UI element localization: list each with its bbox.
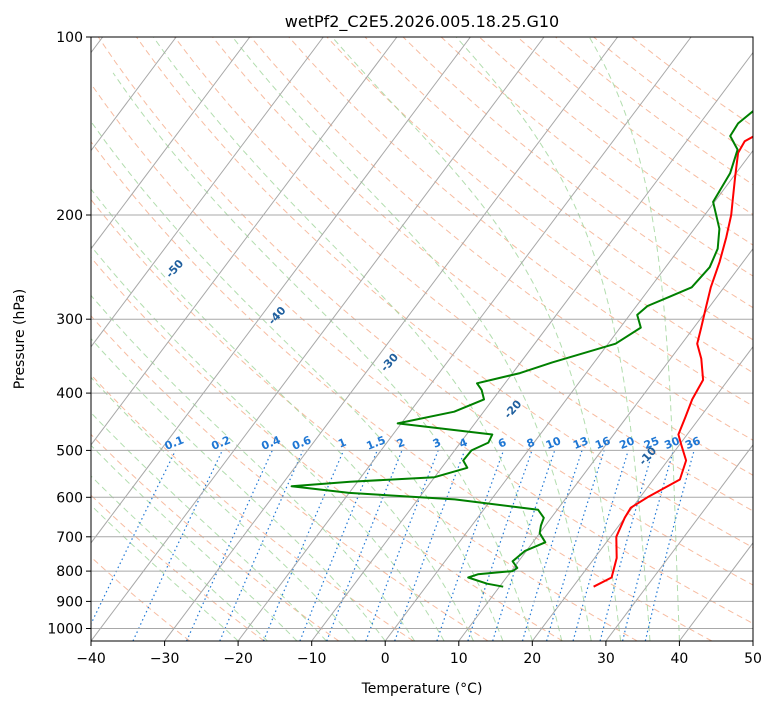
mixing-ratio-label: 16 [593, 434, 612, 452]
mixing-ratio-line [572, 450, 629, 641]
mixing-ratio-label: 10 [544, 434, 563, 452]
mixing-ratio-label: 25 [642, 434, 661, 452]
x-axis: −40 −30 −20 −10 0 10 20 30 40 50 [76, 641, 762, 667]
mixing-ratio-label: 36 [683, 434, 702, 452]
moist-adiabat-group [91, 37, 680, 641]
isotherm-line [384, 149, 753, 641]
moist-adiabat-line [588, 37, 680, 641]
mixing-ratio-label: 3 [431, 436, 443, 451]
mixing-ratio-label: 13 [571, 434, 590, 452]
isotherm-line [91, 37, 251, 250]
y-tick-label: 400 [56, 386, 83, 402]
isotherm-line [91, 37, 324, 348]
x-tick-label: 30 [597, 651, 615, 667]
y-tick-label: 200 [56, 208, 83, 224]
dry-adiabat-line [212, 37, 753, 476]
y-tick-label: 800 [56, 564, 83, 580]
isotherm-group [91, 37, 753, 641]
isotherm-line [605, 444, 753, 641]
moist-adiabat-line [91, 337, 386, 641]
moist-adiabat-line [232, 37, 592, 641]
isotherm-line [91, 37, 545, 641]
mixing-ratio-line [521, 450, 583, 641]
x-tick-label: −20 [223, 651, 253, 667]
x-tick-label: 20 [523, 651, 541, 667]
temperature-profile-line [593, 135, 753, 588]
mixing-ratio-label: 2 [395, 436, 407, 451]
moist-adiabat-line [91, 245, 445, 641]
y-tick-label: 100 [56, 30, 83, 46]
y-tick-label: 1000 [47, 622, 83, 638]
mixing-ratio-label: 1 [336, 436, 348, 451]
plot-frame [90, 36, 754, 642]
y-tick-label: 700 [56, 530, 83, 546]
mixing-ratio-label: 20 [617, 434, 636, 452]
y-axis: 100 200 300 400 500 600 700 800 900 1000 [47, 30, 91, 638]
y-tick-label: 300 [56, 312, 83, 328]
dry-adiabat-line [250, 37, 753, 441]
isotherm-line [311, 51, 753, 641]
plot-area: 0.10.20.40.611.52346810131620253036-100-… [91, 37, 753, 641]
mixing-ratio-line [546, 450, 605, 641]
mixing-ratio-line [91, 450, 177, 626]
y-tick-label: 600 [56, 490, 83, 506]
isotherm-line [237, 37, 692, 641]
mixing-ratio-label: 30 [663, 434, 682, 452]
x-tick-label: 40 [670, 651, 688, 667]
dry-adiabat-line [91, 198, 638, 641]
dry-adiabat-line [174, 37, 753, 512]
isotherm-line [531, 345, 753, 641]
mixing-ratio-line [436, 450, 505, 641]
x-tick-label: −30 [150, 651, 180, 667]
mixing-ratio-label: 8 [525, 436, 537, 451]
x-tick-label: −40 [76, 651, 106, 667]
y-tick-label: 900 [56, 594, 83, 610]
x-axis-label: Temperature (°C) [361, 681, 483, 697]
isotherm-line [458, 247, 753, 641]
isotherm-line [91, 37, 398, 446]
isotherm-line [91, 37, 471, 544]
profile-group [290, 109, 753, 588]
dewpoint-profile-line [290, 109, 753, 588]
x-tick-label: 50 [744, 651, 762, 667]
isotherm-line [164, 37, 618, 641]
moist-adiabat-line [91, 475, 268, 641]
mixing-ratio-line [326, 450, 403, 641]
x-tick-label: −10 [297, 651, 327, 667]
isotherm-line [91, 37, 177, 152]
dry-adiabat-line [288, 37, 753, 407]
chart-title: wetPf2_C2E5.2026.005.18.25.G10 [285, 12, 559, 32]
mixing-ratio-line [467, 450, 533, 641]
y-axis-label: Pressure (hPa) [12, 289, 28, 389]
dry-adiabat-line [91, 256, 563, 641]
moist-adiabat-line [91, 120, 504, 641]
dry-adiabat-line [402, 37, 753, 309]
x-tick-label: 0 [381, 651, 390, 667]
x-tick-label: 10 [450, 651, 468, 667]
moist-adiabat-line [152, 37, 563, 641]
pressure-grid-group [91, 37, 753, 629]
y-tick-label: 500 [56, 443, 83, 459]
moist-adiabat-line [91, 444, 298, 641]
moist-adiabat-line [91, 294, 416, 641]
moist-adiabat-line [331, 37, 622, 641]
moist-adiabat-line [112, 72, 533, 641]
dry-adiabat-line [91, 374, 414, 641]
moist-adiabat-line [455, 37, 651, 641]
